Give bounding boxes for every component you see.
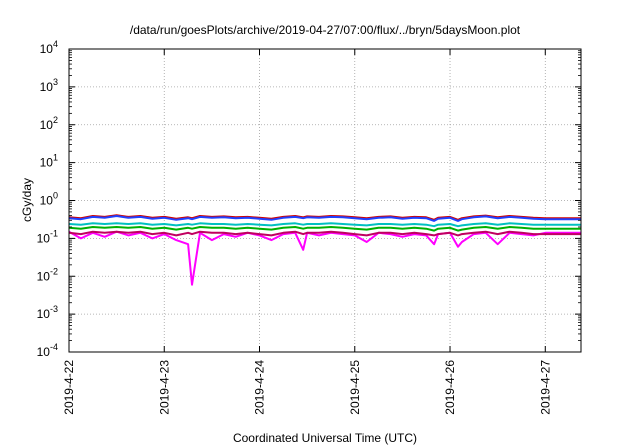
y-tick-label: 10-3: [37, 304, 58, 321]
series-line-7: [68, 230, 581, 237]
y-tick-base: 10: [40, 42, 54, 56]
y-tick-exponent: 0: [53, 191, 58, 201]
y-tick-exponent: 4: [53, 39, 58, 49]
y-tick-exponent: 2: [53, 115, 58, 125]
series-line-6: [68, 230, 581, 286]
series-line-4: [68, 222, 581, 228]
x-tick-label: 2019-4-23: [157, 360, 171, 415]
y-tick-label: 10-4: [37, 342, 58, 359]
y-tick-exponent: -2: [50, 266, 58, 276]
y-tick-exponent: 1: [53, 153, 58, 163]
y-tick-base: 10: [37, 307, 51, 321]
y-tick-base: 10: [40, 194, 54, 208]
x-tick-label: 2019-4-25: [348, 360, 362, 415]
y-tick-label: 10-2: [37, 266, 58, 283]
y-tick-exponent: -1: [50, 228, 58, 238]
x-tick-label: 2019-4-27: [538, 360, 552, 415]
x-tick-labels: 2019-4-22 2019-4-23 2019-4-24 2019-4-25 2019…: [62, 360, 552, 415]
y-tick-base: 10: [40, 80, 54, 94]
series-line-3: [68, 215, 581, 222]
y-tick-exponent: 3: [53, 77, 58, 87]
series-line-5: [68, 226, 581, 232]
x-tick-label: 2019-4-22: [62, 360, 76, 415]
ticks: [68, 48, 581, 353]
y-tick-label: 100: [40, 191, 58, 208]
y-tick-base: 10: [40, 118, 54, 132]
y-axis-label: cGy/day: [20, 178, 34, 222]
x-tick-label: 2019-4-24: [253, 360, 267, 415]
y-tick-exponent: -4: [50, 342, 58, 352]
y-tick-label: 103: [40, 77, 58, 94]
y-tick-exponent: -3: [50, 304, 58, 314]
chart-title: /data/run/goesPlots/archive/2019-04-27/0…: [130, 23, 521, 37]
grid: [69, 49, 581, 352]
plot-series: [68, 214, 581, 286]
y-tick-base: 10: [40, 156, 54, 170]
y-tick-base: 10: [37, 269, 51, 283]
x-axis-label: Coordinated Universal Time (UTC): [233, 431, 417, 445]
y-tick-label: 10-1: [37, 228, 58, 245]
x-tick-label: 2019-4-26: [443, 360, 457, 415]
y-tick-base: 10: [37, 231, 51, 245]
y-tick-base: 10: [37, 345, 51, 359]
y-tick-label: 104: [40, 39, 58, 56]
y-tick-label: 101: [40, 153, 58, 170]
y-tick-label: 102: [40, 115, 58, 132]
